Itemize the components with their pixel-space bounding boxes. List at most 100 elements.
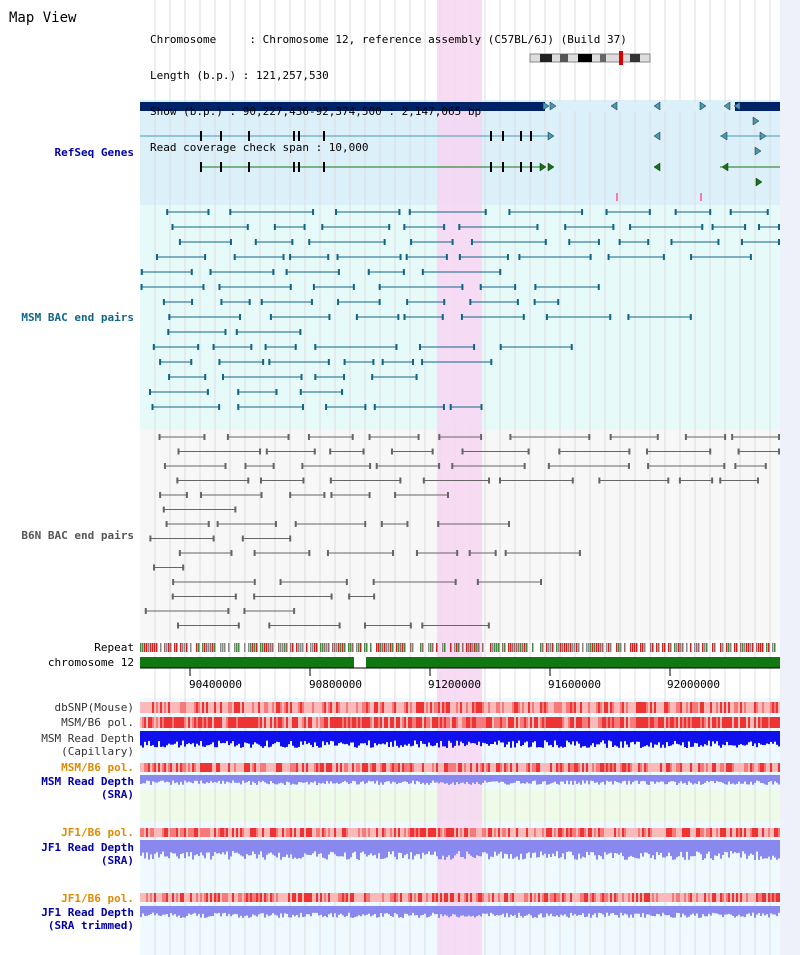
depth-bar [300,840,302,859]
b6n-bac-pair-end [244,463,247,469]
heat-cell [596,702,598,713]
depth-bar [332,840,334,853]
repeat-mark [592,643,594,652]
heat-cell [176,702,178,713]
heat-cell [402,717,404,728]
depth-bar [390,731,392,742]
heat-cell [430,893,432,902]
depth-bar [400,906,402,917]
msm-bac-pair-end [229,239,232,245]
heat-cell [224,763,226,772]
depth-bar [576,906,578,916]
heat-cell [710,717,712,728]
heat-cell [356,828,358,837]
depth-bar [166,775,168,782]
heat-cell [662,702,664,713]
depth-bar [462,906,464,916]
heat-cell [672,717,674,728]
depth-bar [736,731,738,748]
repeat-mark [576,643,578,652]
b6n-bac-pair-end [330,593,333,600]
msm-bac-pair-end [352,284,355,290]
heat-cell [384,893,386,902]
msm-bac-pair-end [162,299,165,305]
depth-bar [528,840,530,853]
heat-cell [746,828,748,837]
heat-cell [414,717,416,728]
heat-cell [350,893,352,902]
heat-cell [436,717,438,728]
msm-bac-pair-end [461,284,464,290]
heat-cell [532,763,534,772]
heat-cell [496,828,498,837]
heat-cell [376,763,378,772]
heat-cell [232,828,234,837]
depth-bar [768,731,770,745]
repeat-mark [462,643,464,652]
repeat-mark [326,643,328,652]
heat-cell [194,828,196,837]
heat-cell [538,893,540,902]
heat-cell [710,828,712,837]
heat-cell [730,717,732,728]
heat-cell [538,828,540,837]
depth-bar [292,731,294,746]
repeat-mark [522,643,524,652]
heat-cell [260,717,262,728]
depth-bar [772,906,774,915]
heat-cell [506,828,508,837]
track-label-msm-bac[interactable]: MSM BAC end pairs [21,311,134,324]
depth-bar [310,775,312,783]
repeat-mark [608,643,610,652]
heat-cell [596,717,598,728]
msm-bac-pair-end [410,239,413,245]
heat-cell [522,717,524,728]
b6n-bac-pair-end [260,477,263,484]
b6n-bac-pair-end [163,463,166,469]
msm-bac-pair-end [299,389,302,395]
msm-bac-pair-end [406,299,409,305]
depth-bar [370,731,372,748]
heat-cell [618,828,620,837]
msm-bac-pair-end [140,269,143,275]
heat-cell [770,717,772,728]
heat-cell [496,717,498,728]
heat-cell [464,763,466,772]
depth-bar [328,731,330,745]
repeat-mark [310,643,312,652]
heat-cell [484,763,486,772]
depth-bar [560,775,562,782]
heat-cell [468,893,470,902]
track-label-b6n-bac[interactable]: B6N BAC end pairs [21,529,134,542]
heat-cell [156,763,158,772]
heat-cell [400,893,402,902]
heat-cell [158,717,160,728]
heat-cell [376,702,378,713]
heat-cell [266,893,268,902]
heat-cell [192,702,194,713]
repeat-mark [306,643,308,652]
repeat-mark [260,643,262,652]
depth-bar [518,840,520,860]
depth-bar [320,731,322,748]
depth-bar [660,840,662,853]
heat-cell [170,717,172,728]
depth-bar [286,775,288,782]
depth-bar [162,906,164,915]
heat-cell [728,702,730,713]
depth-bar [374,906,376,914]
b6n-bac-pair-end [646,448,649,455]
depth-bar [308,840,310,855]
msm-bac-pair-end [415,374,418,380]
heat-cell [410,717,412,728]
repeat-mark [560,643,562,652]
heat-cell [772,828,774,837]
heat-cell [250,763,252,772]
b6n-bac-pair-end [678,477,681,484]
depth-bar [186,731,188,745]
depth-bar [318,840,320,854]
depth-bar [350,906,352,918]
depth-bar [278,840,280,853]
depth-bar [640,775,642,782]
track-label-refseq[interactable]: RefSeq Genes [54,146,134,159]
